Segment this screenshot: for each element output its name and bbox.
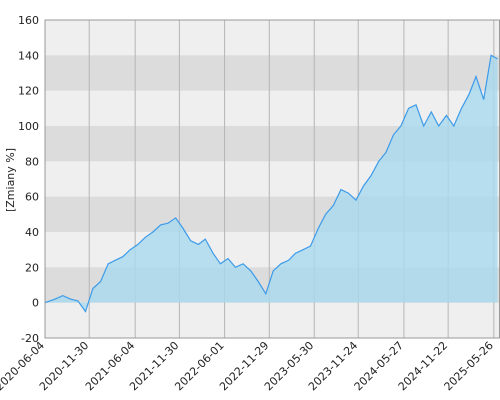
x-tick-label: 2025-05-26 <box>442 339 496 393</box>
y-tick-label: 100 <box>18 120 39 133</box>
y-tick-label: 80 <box>25 155 39 168</box>
y-tick-label: 0 <box>32 297 39 310</box>
y-tick-label: 60 <box>25 191 39 204</box>
grid-band <box>45 55 500 91</box>
y-tick-label: 40 <box>25 226 39 239</box>
y-tick-label: -20 <box>21 332 39 345</box>
y-tick-label: 120 <box>18 85 39 98</box>
y-axis-label: [Zmiany %] <box>4 148 17 212</box>
y-tick-label: 20 <box>25 261 39 274</box>
y-tick-label: 140 <box>18 49 39 62</box>
area <box>45 55 498 312</box>
line <box>44 54 498 313</box>
y-tick-label: 160 <box>18 14 39 27</box>
